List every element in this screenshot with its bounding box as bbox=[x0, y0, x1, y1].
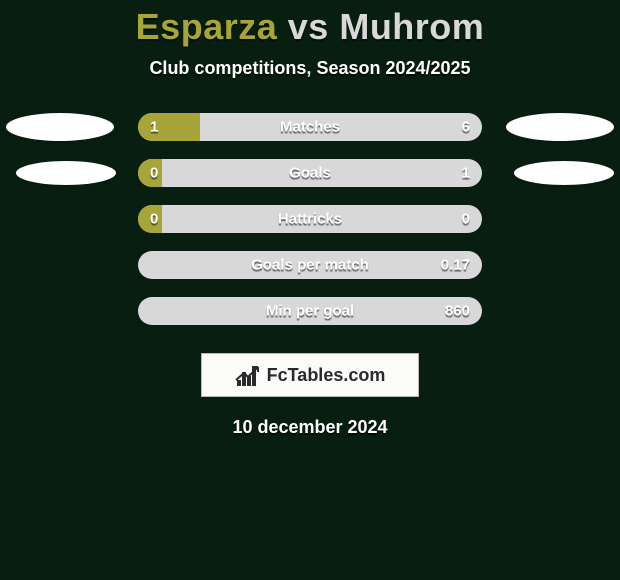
stat-bar: 1 Matches 6 bbox=[138, 113, 482, 141]
stat-row: 0 Goals 1 bbox=[0, 159, 620, 187]
comparison-card: Esparza vs Muhrom Club competitions, Sea… bbox=[0, 0, 620, 580]
stat-value-right: 1 bbox=[462, 165, 470, 182]
stat-label: Goals bbox=[289, 165, 331, 182]
stat-label: Min per goal bbox=[266, 303, 354, 320]
stat-row: Goals per match 0.17 bbox=[0, 251, 620, 279]
fctables-logo: FcTables.com bbox=[201, 353, 419, 397]
stat-value-right: 860 bbox=[445, 303, 470, 320]
stat-value-right: 6 bbox=[462, 119, 470, 136]
player2-badge bbox=[514, 161, 614, 185]
stat-bar: Min per goal 860 bbox=[138, 297, 482, 325]
date-label: 10 december 2024 bbox=[232, 417, 387, 438]
stat-row: 0 Hattricks 0 bbox=[0, 205, 620, 233]
player2-badge bbox=[506, 113, 614, 141]
stat-label: Matches bbox=[280, 119, 340, 136]
stat-row: 1 Matches 6 bbox=[0, 113, 620, 141]
player1-badge bbox=[16, 161, 116, 185]
player1-badge bbox=[6, 113, 114, 141]
stat-label: Hattricks bbox=[278, 211, 342, 228]
page-title: Esparza vs Muhrom bbox=[136, 6, 485, 48]
stat-value-left: 0 bbox=[150, 211, 158, 228]
title-vs: vs bbox=[288, 6, 329, 47]
stat-value-right: 0 bbox=[462, 211, 470, 228]
stat-bar: 0 Hattricks 0 bbox=[138, 205, 482, 233]
stat-bar: 0 Goals 1 bbox=[138, 159, 482, 187]
stat-rows: 1 Matches 6 0 Goals 1 0 Hattricks 0 Goals per mat… bbox=[0, 113, 620, 325]
player1-name: Esparza bbox=[136, 6, 278, 47]
stat-value-left: 0 bbox=[150, 165, 158, 182]
stat-value-right: 0.17 bbox=[441, 257, 470, 274]
stat-bar: Goals per match 0.17 bbox=[138, 251, 482, 279]
stat-label: Goals per match bbox=[251, 257, 369, 274]
bars-icon bbox=[235, 364, 261, 386]
bar-seg-left bbox=[138, 113, 200, 141]
logo-text: FcTables.com bbox=[267, 365, 386, 386]
player2-name: Muhrom bbox=[339, 6, 484, 47]
stat-row: Min per goal 860 bbox=[0, 297, 620, 325]
subtitle: Club competitions, Season 2024/2025 bbox=[149, 58, 470, 79]
stat-value-left: 1 bbox=[150, 119, 158, 136]
